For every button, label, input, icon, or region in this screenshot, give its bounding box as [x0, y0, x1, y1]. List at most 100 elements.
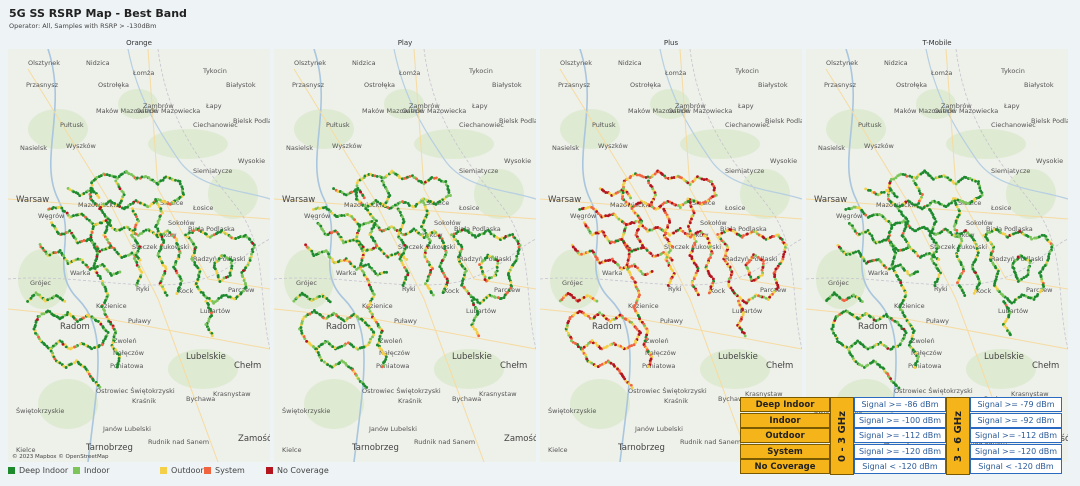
legend-item-deep-indoor[interactable]: Deep Indoor [8, 466, 68, 475]
coverage-map[interactable]: Olsztynek Nidzica Przasnysz Ostrołęka Łomża T… [8, 49, 270, 462]
coverage-map[interactable]: Olsztynek Nidzica Przasnysz Ostrołęka Łomża T… [540, 49, 802, 462]
measurement-sample [195, 285, 199, 289]
measurement-sample [243, 286, 247, 290]
place-label: Ostrołęka [896, 81, 928, 89]
measurement-sample [857, 297, 861, 301]
measurement-sample [690, 217, 693, 221]
measurement-sample [375, 224, 379, 228]
map-panel-play: Play Olsztynek Nidzica Przasnysz Ostrołęka Ło… [274, 37, 536, 462]
panel-title: Play [397, 39, 413, 47]
measurement-sample [587, 341, 591, 345]
measurement-sample [58, 361, 62, 365]
forest-area [28, 109, 88, 149]
measurement-sample [173, 263, 177, 267]
forest-area [414, 129, 494, 159]
measurement-sample [194, 228, 198, 231]
legend-item-system[interactable]: System [204, 466, 245, 475]
measurement-sample [349, 262, 353, 266]
measurement-sample [327, 314, 331, 318]
measurement-sample [850, 354, 854, 358]
place-label: Lubelskie [452, 352, 492, 362]
measurement-sample [93, 346, 96, 350]
measurement-sample [156, 221, 160, 225]
measurement-sample [582, 252, 586, 256]
measurement-sample [318, 294, 322, 298]
measurement-sample [462, 273, 466, 277]
measurement-sample [884, 313, 888, 316]
measurement-sample [500, 236, 504, 240]
measurement-sample [487, 276, 491, 280]
measurement-sample [866, 363, 870, 367]
measurement-sample [160, 235, 164, 239]
measurement-sample [968, 177, 972, 180]
measurement-sample [91, 225, 95, 229]
measurement-sample [63, 209, 67, 213]
legend-label: Indoor [84, 466, 110, 475]
measurement-sample [131, 235, 135, 239]
river [659, 49, 802, 200]
measurement-sample [846, 310, 850, 314]
measurement-sample [441, 291, 445, 295]
measurement-sample [100, 305, 104, 309]
measurement-sample [904, 331, 908, 335]
measurement-sample [709, 253, 713, 257]
measurement-sample [140, 231, 144, 235]
measurement-sample [132, 257, 136, 260]
measurement-sample [89, 233, 93, 237]
measurement-sample [492, 295, 496, 299]
legend-item-outdoor[interactable]: Outdoor [160, 466, 204, 475]
measurement-sample [361, 382, 365, 386]
river [127, 49, 270, 200]
measurement-sample [635, 231, 639, 235]
measurement-sample [352, 345, 355, 349]
measurement-sample [216, 231, 220, 234]
measurement-sample [160, 277, 164, 281]
measurement-sample [345, 363, 349, 367]
measurement-sample [647, 365, 651, 368]
measurement-sample [472, 318, 476, 322]
measurement-sample [385, 270, 389, 274]
measurement-sample [390, 169, 394, 173]
measurement-sample [244, 266, 248, 270]
measurement-sample [935, 243, 939, 247]
measurement-sample [406, 201, 410, 205]
measurement-sample [180, 185, 184, 189]
measurement-sample [637, 333, 641, 336]
measurement-sample [783, 250, 787, 254]
measurement-sample [931, 255, 935, 259]
measurement-sample [428, 287, 432, 291]
measurement-sample [590, 233, 594, 237]
measurement-sample [937, 201, 940, 204]
measurement-sample [932, 222, 936, 226]
measurement-sample [874, 343, 878, 346]
measurement-sample [898, 221, 902, 225]
measurement-sample [706, 261, 710, 265]
legend-item-no-coverage[interactable]: No Coverage [266, 466, 329, 475]
measurement-sample [637, 295, 641, 299]
measurement-sample [859, 315, 863, 319]
coverage-map[interactable]: Olsztynek Nidzica Przasnysz Ostrołęka Łomża T… [274, 49, 536, 462]
measurement-sample [906, 243, 910, 247]
measurement-sample [892, 381, 896, 385]
measurement-sample [114, 179, 118, 183]
measurement-sample [588, 231, 592, 235]
measurement-sample [126, 226, 130, 230]
measurement-sample [188, 231, 191, 235]
measurement-sample [630, 264, 634, 268]
measurement-sample [608, 258, 612, 262]
measurement-sample [903, 295, 907, 299]
place-label: Białystok [1024, 81, 1054, 89]
measurement-sample [613, 261, 617, 264]
measurement-sample [87, 372, 91, 376]
legend-item-indoor[interactable]: Indoor [73, 466, 110, 475]
measurement-sample [370, 229, 374, 233]
measurement-sample [425, 279, 429, 283]
place-label: Ostrołęka [364, 81, 396, 89]
measurement-sample [343, 343, 346, 347]
measurement-sample [957, 209, 961, 213]
measurement-sample [596, 313, 600, 317]
place-label: Zwoleń [379, 337, 403, 345]
measurement-sample [906, 272, 910, 276]
river [925, 49, 1068, 200]
measurement-sample [687, 225, 690, 228]
